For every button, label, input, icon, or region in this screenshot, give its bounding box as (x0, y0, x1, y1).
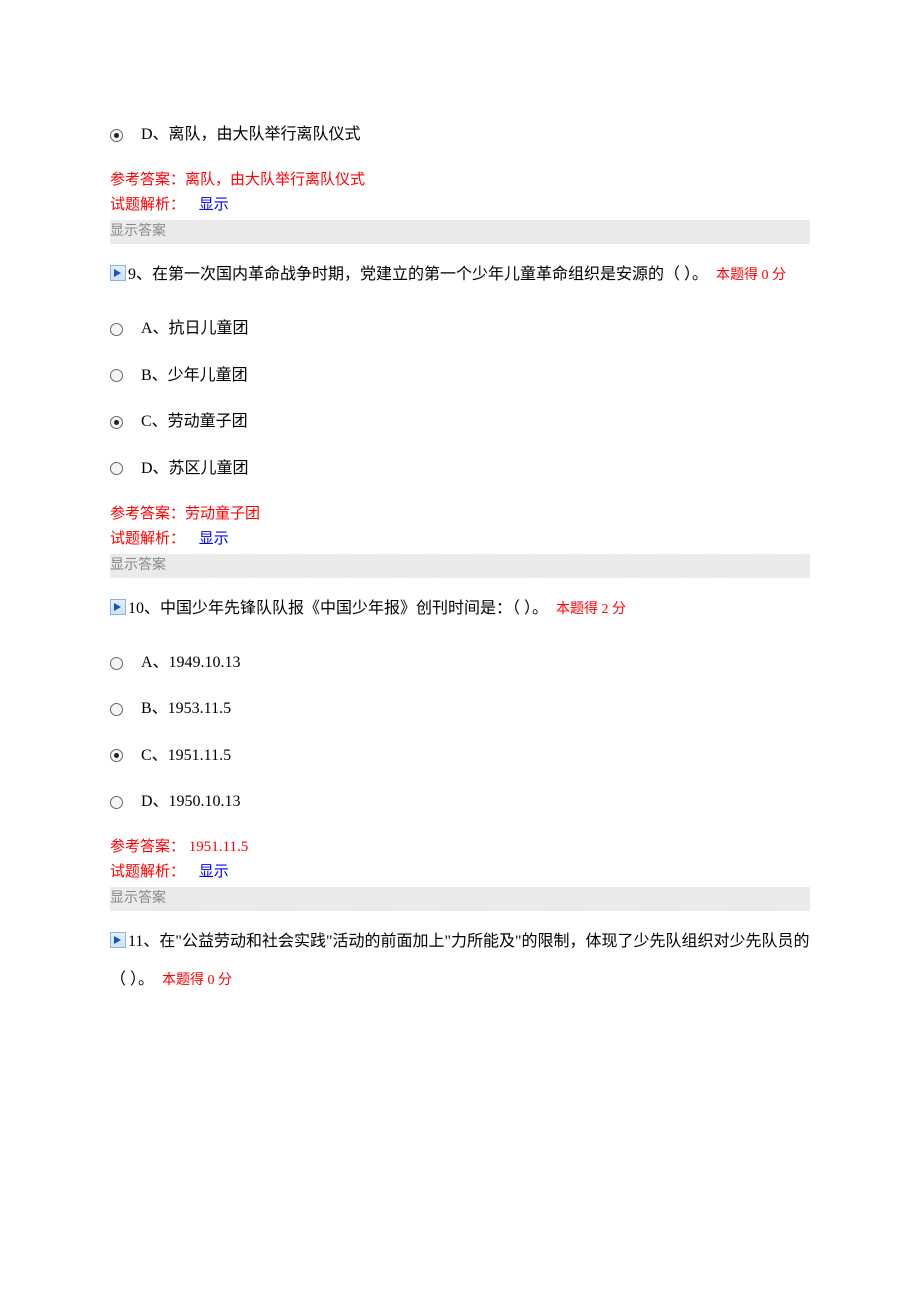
q11-question: 11、在"公益劳动和社会实践"活动的前面加上"力所能及"的限制，体现了少先队组织… (110, 923, 810, 1000)
q9-option-b[interactable]: B、少年儿童团 (110, 365, 810, 387)
q10-option-b[interactable]: B、1953.11.5 (110, 698, 810, 720)
score-badge: 本题得 0 分 (162, 973, 232, 988)
analysis-show-link[interactable]: 显示 (199, 531, 229, 547)
flag-icon (110, 599, 126, 615)
option-label: B、少年儿童团 (141, 365, 248, 387)
q9-question: 9、在第一次国内革命战争时期，党建立的第一个少年儿童革命组织是安源的（ ）。 本… (110, 256, 810, 294)
show-answer-bar[interactable]: 显示答案 (110, 887, 810, 911)
flag-icon (110, 265, 126, 281)
option-label: C、劳动童子团 (141, 411, 248, 433)
analysis-show-link[interactable]: 显示 (199, 864, 229, 880)
q10-option-a[interactable]: A、1949.10.13 (110, 652, 810, 674)
option-label: A、抗日儿童团 (141, 318, 249, 340)
q8-option-d[interactable]: D、离队，由大队举行离队仪式 (110, 124, 810, 146)
q10-option-c[interactable]: C、1951.11.5 (110, 745, 810, 767)
option-label: D、1950.10.13 (141, 791, 241, 813)
option-label: B、1953.11.5 (141, 698, 231, 720)
show-answer-bar[interactable]: 显示答案 (110, 554, 810, 578)
radio-icon (110, 796, 123, 809)
option-label: D、苏区儿童团 (141, 458, 249, 480)
q10-question: 10、中国少年先锋队队报《中国少年报》创刊时间是：（ ）。 本题得 2 分 (110, 590, 810, 628)
score-badge: 本题得 0 分 (716, 268, 786, 283)
q8-answer: 参考答案：离队，由大队举行离队仪式 (110, 170, 810, 191)
radio-icon (110, 657, 123, 670)
q9-answer: 参考答案：劳动童子团 (110, 504, 810, 525)
show-answer-bar[interactable]: 显示答案 (110, 220, 810, 244)
radio-icon (110, 703, 123, 716)
radio-selected-icon (110, 749, 123, 762)
radio-icon (110, 369, 123, 382)
q9-analysis: 试题解析： 显示 (110, 529, 810, 550)
radio-icon (110, 462, 123, 475)
option-label: D、离队，由大队举行离队仪式 (141, 124, 361, 146)
q10-option-d[interactable]: D、1950.10.13 (110, 791, 810, 813)
score-badge: 本题得 2 分 (556, 602, 626, 617)
q9-option-d[interactable]: D、苏区儿童团 (110, 458, 810, 480)
option-label: A、1949.10.13 (141, 652, 241, 674)
q10-analysis: 试题解析： 显示 (110, 862, 810, 883)
q9-option-a[interactable]: A、抗日儿童团 (110, 318, 810, 340)
radio-icon (110, 323, 123, 336)
q8-analysis: 试题解析： 显示 (110, 195, 810, 216)
radio-selected-icon (110, 416, 123, 429)
flag-icon (110, 932, 126, 948)
analysis-show-link[interactable]: 显示 (199, 197, 229, 213)
q10-answer: 参考答案： 1951.11.5 (110, 837, 810, 858)
q9-option-c[interactable]: C、劳动童子团 (110, 411, 810, 433)
option-label: C、1951.11.5 (141, 745, 231, 767)
radio-selected-icon (110, 129, 123, 142)
